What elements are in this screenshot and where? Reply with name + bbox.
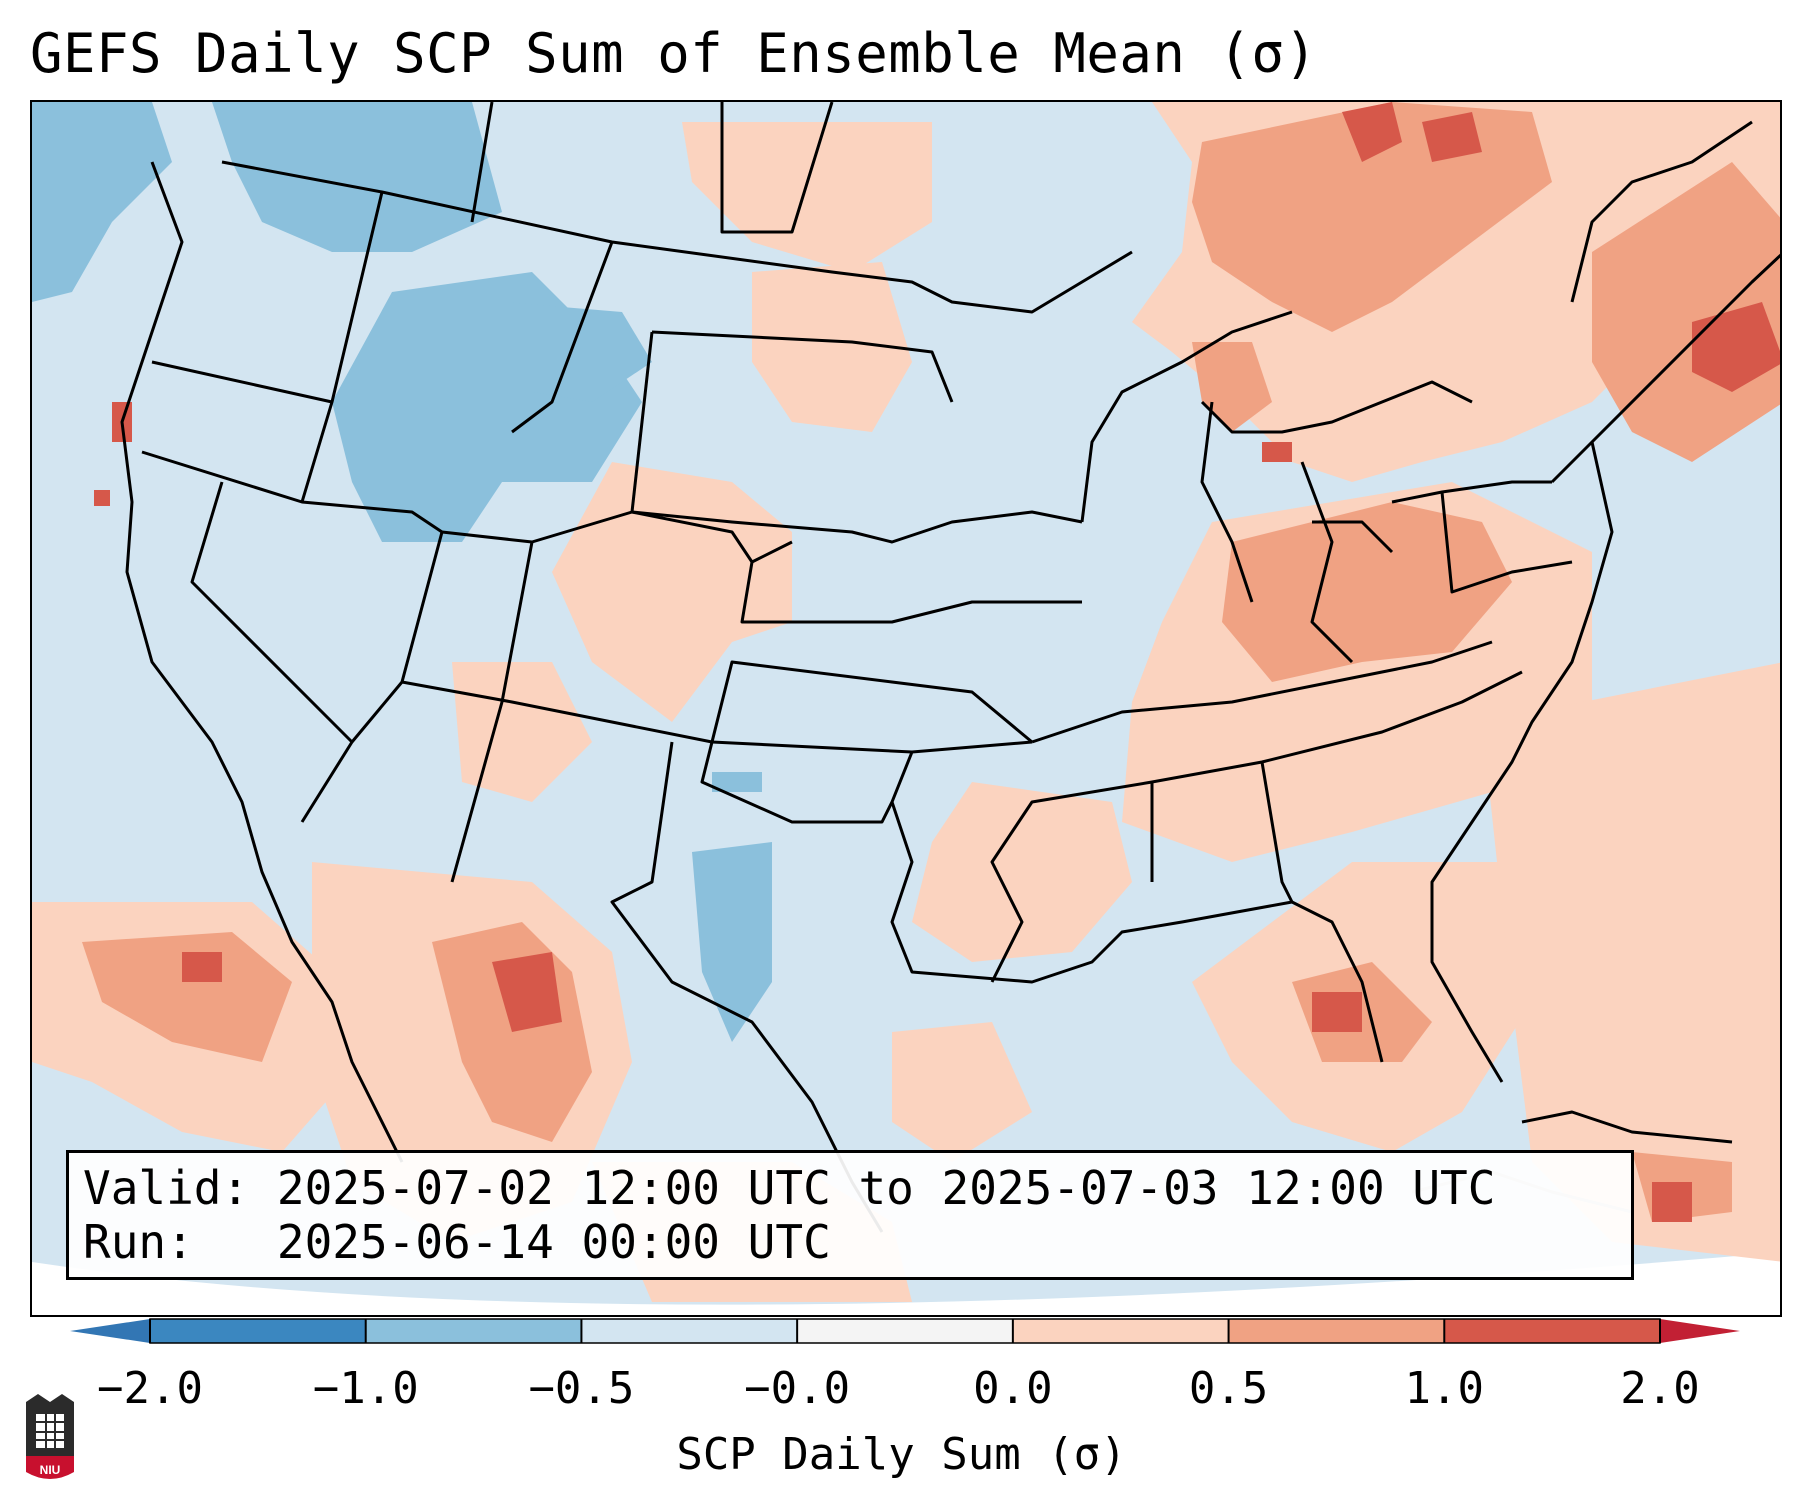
run-value: 2025-06-14 00:00 UTC	[276, 1215, 831, 1269]
colorbar-segment	[150, 1319, 367, 1343]
colorbar-over-arrow	[1660, 1319, 1740, 1343]
colorbar-segment	[1228, 1319, 1445, 1343]
projection-edge-bottom	[32, 1252, 1780, 1315]
colorbar-segments	[150, 1319, 1661, 1343]
run-line: Run: 2025-06-14 00:00 UTC	[83, 1215, 1617, 1269]
map-svg	[32, 102, 1780, 1315]
valid-line: Valid: 2025-07-02 12:00 UTC to 2025-07-0…	[83, 1161, 1617, 1215]
colorbar-tick-label: −0.5	[528, 1363, 635, 1414]
colorbar-tick-label: 2.0	[1620, 1363, 1700, 1414]
niu-logo: NIU	[26, 1394, 74, 1479]
valid-label: Valid:	[83, 1161, 250, 1215]
colorbar-tick-label: −2.0	[97, 1363, 203, 1414]
valid-run-info-box: Valid: 2025-07-02 12:00 UTC to 2025-07-0…	[66, 1150, 1634, 1280]
chart-title: GEFS Daily SCP Sum of Ensemble Mean (σ)	[30, 22, 1318, 85]
colorbar-under-arrow	[70, 1319, 150, 1343]
colorbar-segment	[581, 1319, 798, 1343]
state-borders	[120, 102, 1780, 1233]
colorbar-tick-label: 0.5	[1188, 1363, 1269, 1414]
colorbar-tick-label: −1.0	[312, 1363, 419, 1414]
map-panel	[30, 100, 1782, 1317]
colorbar-segment	[365, 1319, 582, 1343]
colorbar-tick-label: 0.0	[973, 1363, 1053, 1414]
logo-shield	[26, 1456, 74, 1479]
logo-window-grid	[36, 1414, 64, 1448]
colorbar	[70, 1318, 1740, 1344]
colorbar-label: SCP Daily Sum (σ)	[676, 1429, 1127, 1480]
colorbar-tick-label: 1.0	[1404, 1363, 1485, 1414]
negative-anomaly-regions	[32, 102, 772, 1042]
colorbar-segment	[1444, 1319, 1661, 1343]
colorbar-ticks	[149, 1319, 1661, 1343]
colorbar-segment	[797, 1319, 1014, 1343]
colorbar-tick-label: −0.0	[744, 1363, 851, 1414]
high-anomaly-regions	[94, 102, 1780, 1222]
valid-value: 2025-07-02 12:00 UTC to 2025-07-03 12:00…	[276, 1161, 1496, 1215]
run-label: Run:	[83, 1215, 194, 1269]
colorbar-segment	[1012, 1319, 1230, 1343]
logo-text: NIU	[40, 1463, 61, 1477]
